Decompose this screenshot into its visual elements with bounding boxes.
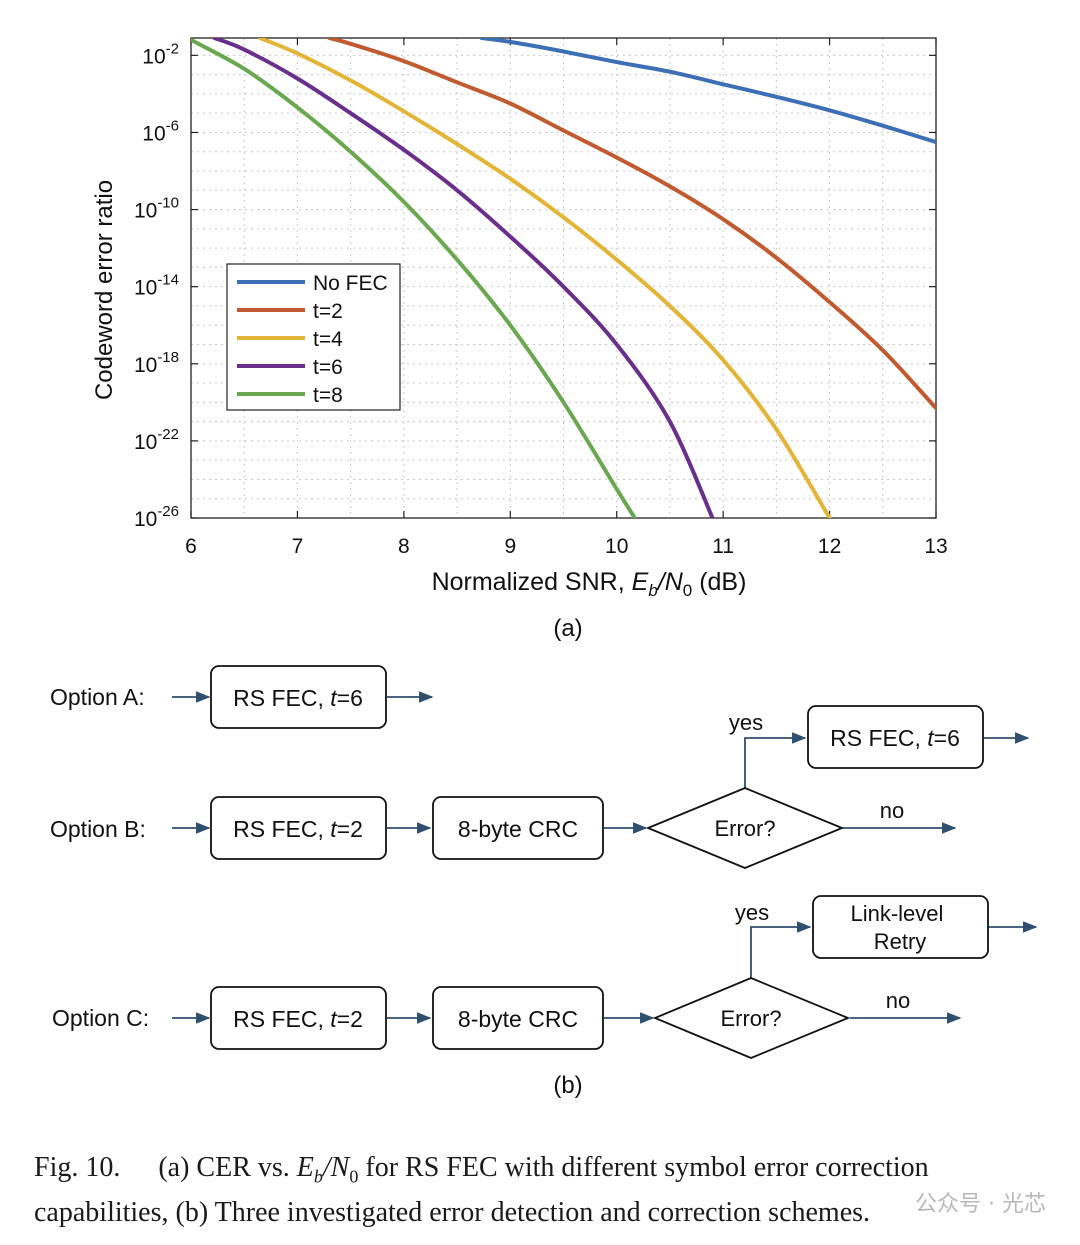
option-b-crc-box	[432, 796, 604, 860]
x-tick-label: 9	[504, 535, 516, 558]
option-b-yes-label: yes	[729, 710, 763, 735]
y-tick-label: 10-26	[134, 503, 179, 531]
y-tick-label: 10-10	[134, 195, 179, 223]
series-line-t-4	[258, 38, 832, 518]
y-tick-label: 10-2	[142, 40, 179, 68]
option-b-label: Option B:	[50, 816, 146, 842]
x-tick-label: 13	[924, 535, 947, 558]
x-tick-label: 7	[292, 535, 304, 558]
option-c-rs-fec-text: RS FEC, t=2	[233, 1006, 363, 1032]
legend-label: t=4	[313, 328, 343, 351]
cer-chart: 6 7 8 9 10 11 12 13 10-2 10-6 10-10 10-14 10-18 10-22…	[91, 37, 948, 642]
option-b-yes-rs-fec-box	[807, 705, 984, 769]
option-c-yes-label: yes	[735, 900, 769, 925]
option-a-rs-fec-text: RS FEC, t=6	[233, 685, 363, 711]
chart-series	[191, 38, 936, 518]
x-tick-label: 10	[605, 535, 628, 558]
x-tick-label: 11	[712, 535, 734, 558]
x-tick-label: 6	[185, 535, 197, 558]
x-axis-label: Normalized SNR, Eb/N0 (dB)	[432, 568, 747, 600]
option-c-rs-fec-box	[210, 986, 387, 1050]
option-b-crc-text: 8-byte CRC	[458, 816, 578, 842]
series-line-t-6	[212, 38, 715, 518]
series-line-no-fec	[479, 38, 936, 145]
watermark: 公众号 · 光芯	[915, 1192, 1046, 1217]
option-c-crc-box	[432, 986, 604, 1050]
option-b-no-label: no	[880, 798, 904, 823]
option-c-retry-box	[812, 895, 989, 959]
y-tick-label: 10-14	[134, 272, 179, 300]
panel-a-label: (a)	[553, 615, 582, 642]
legend-label: t=8	[313, 384, 343, 407]
option-c-crc-text: 8-byte CRC	[458, 1006, 578, 1032]
series-line-t-2	[327, 38, 936, 411]
legend-label: t=2	[313, 300, 343, 323]
option-c-retry-text: Link-level Retry	[850, 901, 949, 954]
figure-caption: Fig. 10. (a) CER vs. Eb/N0 for RS FEC wit…	[34, 1150, 1064, 1231]
option-a-label: Option A:	[50, 684, 145, 710]
x-tick-label: 8	[398, 535, 410, 558]
option-c-decision-text: Error?	[720, 1006, 781, 1031]
y-tick-label: 10-6	[142, 117, 179, 145]
chart-legend: No FEC t=2 t=4 t=6 t=8	[226, 263, 401, 411]
option-c-no-label: no	[886, 988, 910, 1013]
y-axis-label: Codeword error ratio	[91, 180, 118, 400]
option-c-label: Option C:	[52, 1005, 149, 1031]
y-tick-label: 10-22	[134, 426, 179, 454]
x-tick-label: 12	[818, 535, 841, 558]
option-a-rs-fec-box	[210, 665, 387, 729]
caption-fig-number: Fig. 10.	[34, 1152, 121, 1183]
option-c-decision	[652, 977, 851, 1059]
caption-part-a-prefix: (a) CER vs.	[158, 1152, 297, 1183]
option-b-yes-rs-fec-text: RS FEC, t=6	[830, 725, 960, 751]
chart-ticks: 6 7 8 9 10 11 12 13 10-2 10-6 10-10 10-14 10-18 10-22…	[134, 38, 948, 558]
option-b-rs-fec-box	[210, 796, 387, 860]
panel-b-label: (b)	[553, 1072, 582, 1099]
legend-label: t=6	[313, 356, 343, 379]
scheme-diagram: Option A: RS FEC, t=6 Option B: RS FEC, …	[50, 665, 1038, 1099]
plot-frame	[190, 37, 937, 519]
caption-var: Eb/N0	[296, 1152, 359, 1187]
series-line-t-8	[191, 38, 637, 518]
option-b-rs-fec-text: RS FEC, t=2	[233, 816, 363, 842]
option-b-decision	[645, 787, 845, 869]
y-tick-label: 10-18	[134, 349, 179, 377]
option-b-decision-text: Error?	[714, 816, 775, 841]
legend-label: No FEC	[313, 272, 388, 295]
caption-part-a-suffix: for RS FEC with different symbol error c…	[34, 1152, 929, 1228]
